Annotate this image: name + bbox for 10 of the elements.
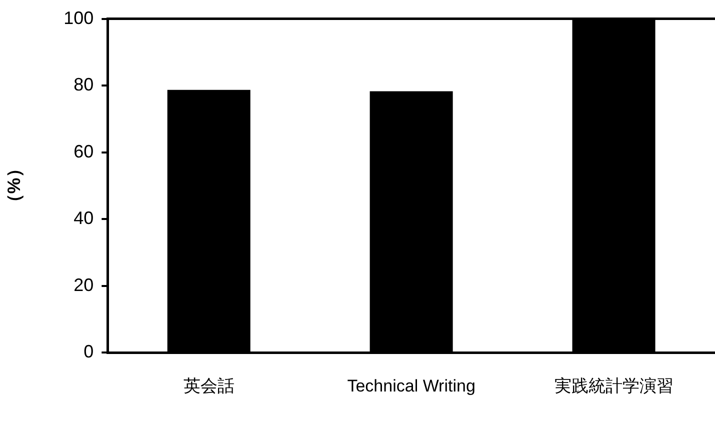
y-tick-label: 100 xyxy=(64,8,94,28)
y-tick-label: 40 xyxy=(74,208,94,228)
x-tick-label: 実践統計学演習 xyxy=(554,376,674,396)
y-axis-title: （%） xyxy=(4,160,24,212)
y-tick-label: 80 xyxy=(74,74,94,95)
y-tick-label: 60 xyxy=(74,141,94,162)
x-tick-label: Technical Writing xyxy=(347,376,476,396)
y-tick-label: 20 xyxy=(74,274,94,295)
x-tick-label: 英会話 xyxy=(183,376,234,396)
y-tick-label: 0 xyxy=(84,342,94,362)
